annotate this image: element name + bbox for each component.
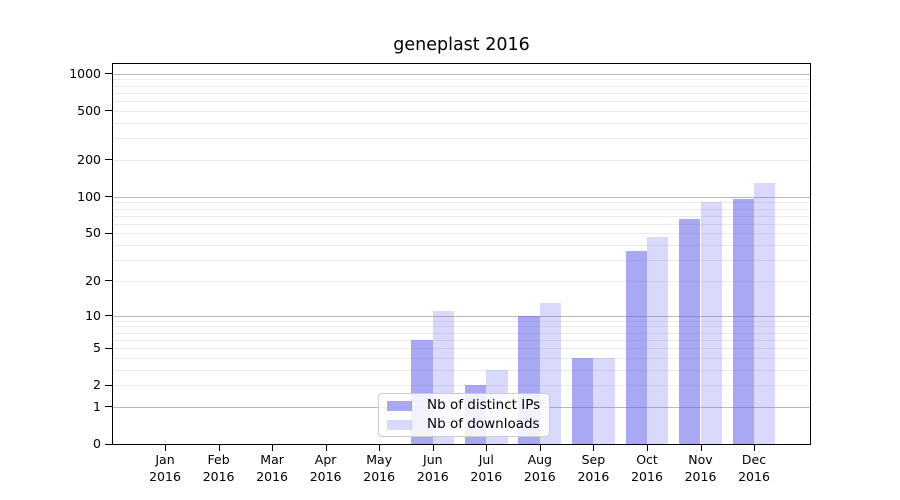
gridline-minor xyxy=(113,332,810,334)
y-tick-mark xyxy=(105,196,112,198)
y-tick-mark xyxy=(105,347,112,349)
bar-distinct-ips xyxy=(572,357,594,444)
y-tick-label: 50 xyxy=(85,225,101,241)
gridline-minor xyxy=(113,85,810,87)
gridline-minor xyxy=(113,122,810,124)
y-tick-label: 20 xyxy=(85,272,101,288)
x-tick-label: Sep 2016 xyxy=(577,452,610,484)
gridline-minor xyxy=(113,320,810,322)
y-tick-mark xyxy=(105,443,112,445)
gridline-minor xyxy=(113,159,810,161)
y-tick-label: 0 xyxy=(93,436,101,451)
gridline-minor xyxy=(113,259,810,261)
x-tick-label: Jan 2016 xyxy=(149,452,181,484)
gridline-minor xyxy=(113,223,810,225)
y-tick-label: 200 xyxy=(77,151,101,167)
x-tick-mark xyxy=(593,444,595,451)
gridline-minor xyxy=(113,101,810,102)
x-tick-mark xyxy=(647,444,648,451)
legend-item-downloads: Nb of downloads xyxy=(387,417,541,432)
y-tick-label: 2 xyxy=(93,377,101,393)
y-tick-mark xyxy=(105,384,112,386)
legend-item-distinct-ips: Nb of distinct IPs xyxy=(387,398,541,413)
gridline-minor xyxy=(113,348,810,349)
x-tick-mark xyxy=(539,444,541,451)
x-tick-mark xyxy=(218,444,220,451)
x-tick-label: Nov 2016 xyxy=(684,452,717,484)
x-tick-label: Dec 2016 xyxy=(738,452,770,484)
x-tick-mark xyxy=(272,444,274,451)
bar-downloads xyxy=(754,182,776,444)
x-tick-mark xyxy=(486,444,488,451)
y-tick-label: 5 xyxy=(93,340,101,355)
bar-downloads xyxy=(593,357,615,444)
y-tick-label: 100 xyxy=(77,188,101,204)
bar-distinct-ips xyxy=(679,218,701,444)
x-tick-mark xyxy=(754,444,755,451)
legend-swatch-downloads-icon xyxy=(387,419,412,430)
x-tick-label: Feb 2016 xyxy=(202,452,235,484)
y-tick-mark xyxy=(105,73,112,75)
gridline-minor xyxy=(113,369,810,371)
y-tick-mark xyxy=(105,315,112,316)
chart-title: geneplast 2016 xyxy=(393,35,530,55)
gridline-minor xyxy=(113,326,810,328)
y-tick-label: 1000 xyxy=(69,65,101,81)
gridline-minor xyxy=(113,110,810,112)
y-tick-mark xyxy=(105,232,112,234)
bar-distinct-ips xyxy=(732,198,754,444)
bar-downloads xyxy=(700,202,722,444)
gridline-minor xyxy=(113,208,810,210)
plot-area: Nb of distinct IPs Nb of downloads xyxy=(112,63,811,445)
legend-swatch-distinct-ips-icon xyxy=(387,400,412,411)
bar-downloads xyxy=(647,236,669,444)
legend-label-distinct-ips: Nb of distinct IPs xyxy=(427,397,541,413)
x-tick-label: Oct 2016 xyxy=(631,452,663,484)
x-tick-label: Jun 2016 xyxy=(416,452,449,484)
gridline-minor xyxy=(113,215,810,217)
legend: Nb of distinct IPs Nb of downloads xyxy=(378,393,550,437)
x-tick-mark xyxy=(325,444,327,451)
gridline-major xyxy=(113,73,810,75)
gridline-minor xyxy=(113,245,810,246)
x-tick-mark xyxy=(379,444,381,451)
x-tick-mark xyxy=(432,444,434,451)
x-tick-label: Aug 2016 xyxy=(523,452,556,484)
y-tick-label: 10 xyxy=(85,307,101,323)
gridline-minor xyxy=(113,357,810,359)
x-tick-label: Apr 2016 xyxy=(309,452,342,484)
bar-distinct-ips xyxy=(625,250,647,444)
x-tick-mark xyxy=(165,444,166,451)
x-tick-label: Mar 2016 xyxy=(256,452,288,484)
x-tick-label: Jul 2016 xyxy=(470,452,503,484)
gridline-minor xyxy=(113,138,810,140)
gridline-minor xyxy=(113,233,810,235)
gridline-minor xyxy=(113,385,810,387)
gridline-minor xyxy=(113,92,810,94)
gridline-major xyxy=(113,196,810,198)
y-tick-label: 500 xyxy=(77,102,101,118)
gridline-minor xyxy=(113,339,810,341)
x-tick-label: May 2016 xyxy=(363,452,396,484)
y-tick-mark xyxy=(105,280,112,282)
y-tick-label: 1 xyxy=(93,398,101,414)
y-tick-mark xyxy=(105,110,112,112)
gridline-major xyxy=(113,315,810,317)
gridline-minor xyxy=(113,79,810,81)
x-tick-mark xyxy=(700,444,702,451)
y-tick-mark xyxy=(105,159,112,161)
legend-label-downloads: Nb of downloads xyxy=(427,416,540,432)
gridline-minor xyxy=(113,280,810,282)
gridline-minor xyxy=(113,202,810,204)
y-tick-mark xyxy=(105,406,112,408)
